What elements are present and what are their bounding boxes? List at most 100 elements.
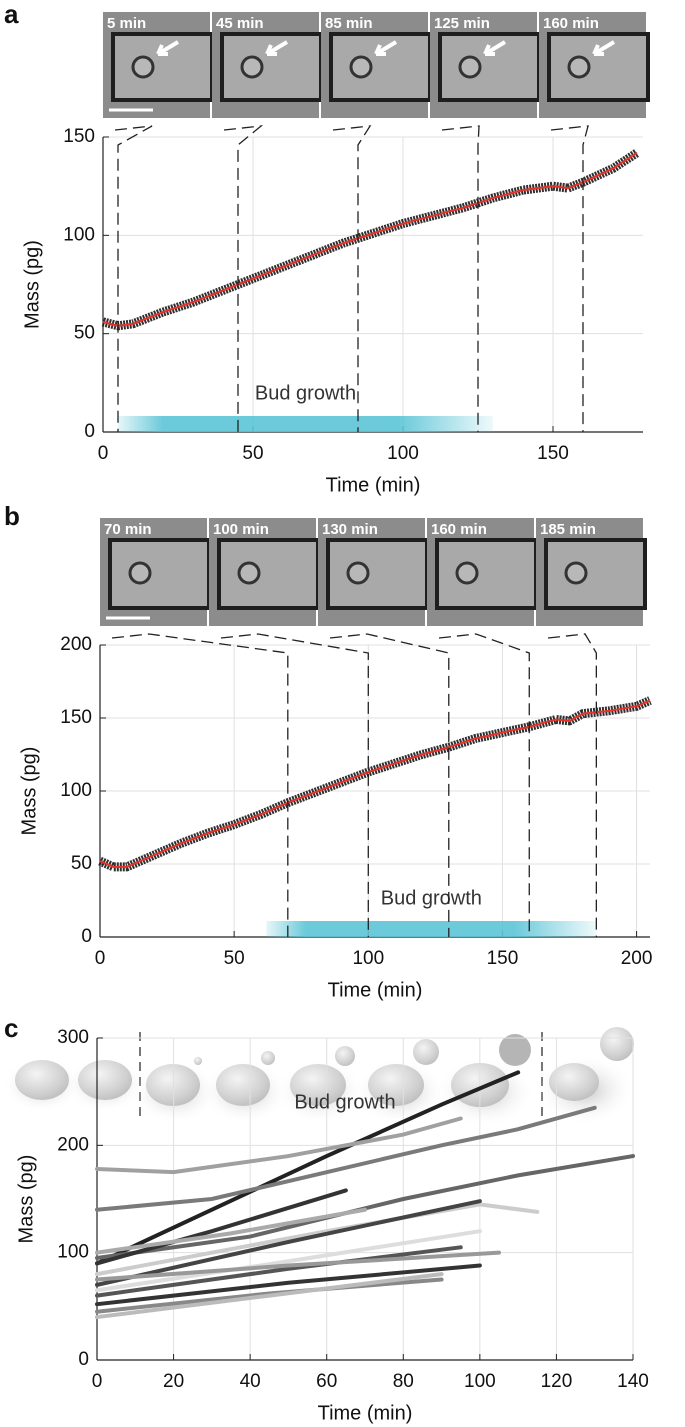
- smoothed-line: [99, 699, 651, 868]
- trace-line: [95, 1105, 597, 1212]
- x-tick-label: 100: [387, 443, 419, 464]
- x-tick-label: 150: [537, 443, 569, 464]
- trace-line: [95, 1070, 521, 1266]
- y-tick-label: 200: [57, 1134, 89, 1155]
- x-tick-label: 0: [95, 948, 106, 969]
- micrograph-chamber: [108, 538, 211, 610]
- smoothed-line: [102, 151, 638, 327]
- trace-line: [95, 1207, 367, 1255]
- x-tick-label: 150: [487, 948, 519, 969]
- micrograph-chamber: [326, 538, 429, 610]
- x-tick-label: 0: [98, 443, 109, 464]
- trace-line: [95, 1188, 348, 1266]
- frame-connector: [223, 125, 264, 432]
- y-tick-label: 50: [71, 853, 92, 874]
- arrow: [265, 40, 289, 56]
- micrograph-cell: [349, 55, 373, 79]
- x-tick-label: 100: [464, 1371, 496, 1392]
- y-tick-label: 200: [60, 634, 92, 655]
- micrograph-chamber: [111, 32, 214, 102]
- y-tick-label: 150: [60, 707, 92, 728]
- x-tick-label: 80: [393, 1371, 414, 1392]
- frame-label: 130 min: [322, 521, 378, 538]
- panel-letter: c: [4, 1013, 18, 1043]
- x-tick-label: 0: [92, 1371, 103, 1392]
- frame-label: 85 min: [325, 15, 373, 32]
- y-axis-label: Mass (pg): [15, 1155, 37, 1244]
- micrograph-cell: [567, 55, 591, 79]
- frame-label: 5 min: [107, 15, 146, 32]
- micrograph-cell: [455, 561, 479, 585]
- micrograph-chamber: [547, 32, 650, 102]
- trace-line: [95, 1245, 463, 1298]
- y-tick-label: 100: [63, 224, 95, 245]
- y-tick-label: 150: [63, 126, 95, 147]
- y-tick-label: 0: [84, 421, 95, 442]
- frame-label: 160 min: [431, 521, 487, 538]
- trace-line: [95, 1199, 482, 1287]
- panel-letter: b: [4, 501, 20, 531]
- micrograph-cell: [564, 561, 588, 585]
- micrograph-chamber: [217, 538, 320, 610]
- y-tick-label: 0: [78, 1349, 89, 1370]
- annotation: Bud growth: [381, 887, 482, 909]
- micrograph-cell: [128, 561, 152, 585]
- frame-label: 185 min: [540, 521, 596, 538]
- frame-connector: [329, 633, 450, 937]
- x-axis-label: Time (min): [328, 979, 423, 1001]
- frame-connector: [550, 125, 589, 432]
- frame-connector: [547, 633, 597, 937]
- micrograph-cell: [458, 55, 482, 79]
- x-tick-label: 200: [621, 948, 653, 969]
- bud-growth-band: [118, 416, 493, 432]
- frame-label: 160 min: [543, 15, 599, 32]
- x-tick-label: 20: [163, 1371, 184, 1392]
- trace-line: [95, 1263, 482, 1307]
- micrograph-chamber: [220, 32, 323, 102]
- micrograph-chamber: [544, 538, 647, 610]
- trace-line: [95, 1154, 635, 1261]
- arrow: [374, 40, 398, 56]
- x-axis-label: Time (min): [318, 1402, 413, 1424]
- frame-connector: [111, 633, 289, 937]
- micrograph-cell: [346, 561, 370, 585]
- micrograph-cell: [237, 561, 261, 585]
- trace-line: [95, 1229, 482, 1293]
- x-tick-label: 120: [541, 1371, 573, 1392]
- x-axis-label: Time (min): [326, 474, 421, 496]
- x-tick-label: 40: [240, 1371, 261, 1392]
- frame-connector: [114, 125, 153, 432]
- frame-connector: [438, 633, 530, 937]
- trace-line: [95, 1272, 444, 1320]
- micrograph-cell: [240, 55, 264, 79]
- y-tick-label: 100: [57, 1242, 89, 1263]
- y-tick-label: 0: [81, 926, 92, 947]
- x-tick-label: 100: [352, 948, 384, 969]
- micrograph-chamber: [329, 32, 432, 102]
- trace-line: [95, 1277, 444, 1314]
- trace-line: [95, 1116, 463, 1175]
- frame-connector: [332, 125, 372, 432]
- y-axis-label: Mass (pg): [21, 240, 43, 329]
- micrograph-chamber: [438, 32, 541, 102]
- micrograph-chamber: [435, 538, 538, 610]
- arrow: [592, 40, 616, 56]
- y-tick-label: 100: [60, 780, 92, 801]
- annotation: Bud growth: [255, 382, 356, 404]
- panel-letter: a: [4, 0, 19, 29]
- bud-growth-band: [266, 921, 597, 937]
- x-tick-label: 60: [316, 1371, 337, 1392]
- frame-label: 70 min: [104, 521, 152, 538]
- frame-label: 100 min: [213, 521, 269, 538]
- cell-cartoon: [2, 1027, 635, 1127]
- arrow: [483, 40, 507, 56]
- y-axis-label: Mass (pg): [18, 747, 40, 836]
- x-tick-label: 50: [224, 948, 245, 969]
- x-tick-label: 140: [617, 1371, 649, 1392]
- frame-connector: [441, 125, 480, 432]
- trace-line: [95, 1250, 501, 1282]
- annotation: Bud growth: [294, 1091, 395, 1113]
- y-tick-label: 300: [57, 1027, 89, 1048]
- arrow: [156, 40, 180, 56]
